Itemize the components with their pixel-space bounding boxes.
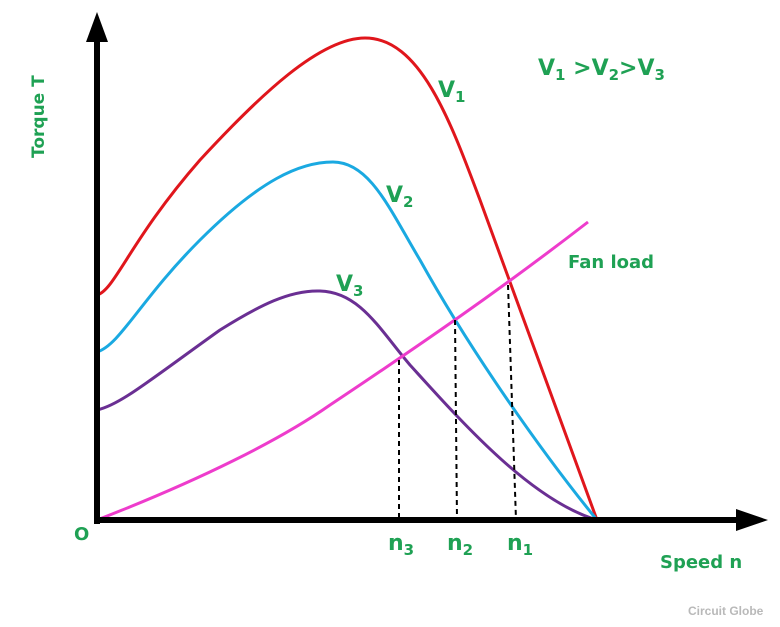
origin-label: O (74, 524, 89, 545)
dashed-line-n1 (507, 284, 517, 521)
curve-label-v3: V3 (336, 272, 363, 300)
y-axis-arrow-icon (86, 12, 108, 42)
fan-load-curve (96, 220, 589, 522)
x-axis-label: Speed n (660, 552, 742, 573)
voltage-relation: V1 >V2>V3 (538, 56, 665, 84)
speed-mark-n3: n3 (388, 531, 414, 559)
y-axis-label: Torque T (29, 75, 49, 158)
speed-mark-n2: n2 (447, 531, 473, 559)
curve-v1 (96, 36, 599, 521)
dashed-line-n2 (454, 319, 458, 521)
curve-v3 (96, 289, 598, 522)
curve-label-v1: V1 (438, 78, 465, 106)
watermark: Circuit Globe (688, 604, 764, 618)
speed-mark-n1: n1 (507, 531, 533, 559)
curve-label-v2: V2 (386, 183, 413, 211)
curve-v2 (96, 160, 599, 521)
fan-load-label: Fan load (568, 252, 654, 273)
x-axis-arrow-icon (736, 509, 768, 531)
